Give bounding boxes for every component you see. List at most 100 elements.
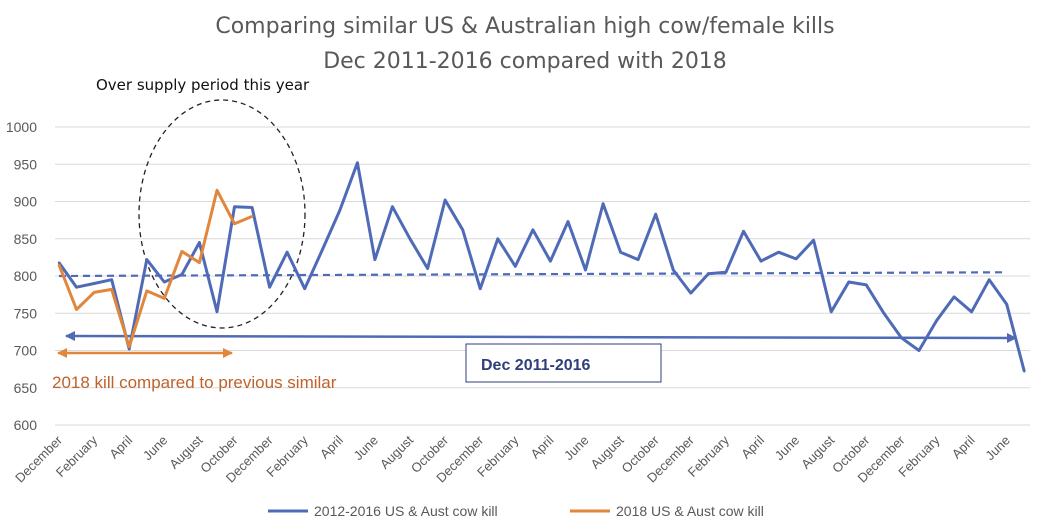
point-2018 <box>198 261 200 263</box>
point-2012-2016 <box>251 206 253 208</box>
point-2018 <box>93 291 95 293</box>
point-2012-2016 <box>690 292 692 294</box>
point-2018 <box>75 308 77 310</box>
point-2012-2016 <box>462 229 464 231</box>
y-tick-label: 600 <box>14 417 38 433</box>
point-2018 <box>233 223 235 225</box>
y-tick-label: 900 <box>14 194 38 210</box>
point-2012-2016 <box>426 267 428 269</box>
oversupply-annotation: Over supply period this year <box>96 76 310 94</box>
point-2012-2016 <box>163 281 165 283</box>
point-2012-2016 <box>655 213 657 215</box>
point-2012-2016 <box>268 286 270 288</box>
point-2012-2016 <box>935 320 937 322</box>
point-2012-2016 <box>111 279 113 281</box>
y-tick-label: 800 <box>14 268 38 284</box>
x-tick-label: April <box>106 432 135 461</box>
point-2012-2016 <box>812 239 814 241</box>
trend-line <box>59 272 1007 276</box>
point-2012-2016 <box>619 251 621 253</box>
y-tick-label: 1000 <box>6 119 37 135</box>
point-2012-2016 <box>742 230 744 232</box>
point-2012-2016 <box>479 288 481 290</box>
point-2012-2016 <box>374 258 376 260</box>
x-tick-label: April <box>949 432 978 461</box>
point-2012-2016 <box>672 269 674 271</box>
range-box-label: Dec 2011-2016 <box>481 357 591 374</box>
point-2018 <box>146 290 148 292</box>
x-tick-label: June <box>350 433 381 464</box>
kill-compare-annotation: 2018 kill compared to previous similar <box>52 373 337 392</box>
legend-label-2012-2016: 2012-2016 US & Aust cow kill <box>314 503 498 519</box>
legend-label-2018: 2018 US & Aust cow kill <box>616 503 764 519</box>
point-2018 <box>58 264 60 266</box>
point-2012-2016 <box>409 238 411 240</box>
point-2018 <box>128 346 130 348</box>
chart-subtitle: Dec 2011-2016 compared with 2018 <box>323 49 727 74</box>
chart-title: Comparing similar US & Australian high c… <box>215 14 834 39</box>
x-tick-label: June <box>772 433 803 464</box>
point-2012-2016 <box>286 251 288 253</box>
point-2012-2016 <box>146 258 148 260</box>
point-2012-2016 <box>584 269 586 271</box>
point-2012-2016 <box>339 209 341 211</box>
point-2018 <box>216 189 218 191</box>
point-2012-2016 <box>1006 303 1008 305</box>
point-2012-2016 <box>391 206 393 208</box>
point-2012-2016 <box>1023 370 1025 372</box>
point-2012-2016 <box>988 279 990 281</box>
chart-canvas: Comparing similar US & Australian high c… <box>0 0 1049 532</box>
series-line-2012-2016 <box>59 163 1024 372</box>
point-2012-2016 <box>602 203 604 205</box>
y-tick-label: 650 <box>14 380 38 396</box>
point-2012-2016 <box>567 220 569 222</box>
point-2018 <box>251 215 253 217</box>
point-2012-2016 <box>216 311 218 313</box>
point-2018 <box>111 288 113 290</box>
point-2012-2016 <box>795 258 797 260</box>
point-2012-2016 <box>848 281 850 283</box>
point-2012-2016 <box>760 260 762 262</box>
point-2012-2016 <box>532 229 534 231</box>
point-2012-2016 <box>233 206 235 208</box>
y-tick-label: 700 <box>14 343 38 359</box>
point-2012-2016 <box>970 311 972 313</box>
point-2012-2016 <box>321 249 323 251</box>
point-2012-2016 <box>918 349 920 351</box>
point-2012-2016 <box>75 286 77 288</box>
legend: 2012-2016 US & Aust cow kill 2018 US & A… <box>268 503 764 519</box>
y-axis-ticks: 600 650 700 750 800 850 900 950 1000 <box>6 119 37 433</box>
point-2012-2016 <box>953 296 955 298</box>
point-2012-2016 <box>549 260 551 262</box>
point-2012-2016 <box>128 348 130 350</box>
x-tick-label: June <box>561 433 592 464</box>
point-2012-2016 <box>830 311 832 313</box>
point-2012-2016 <box>181 273 183 275</box>
point-2012-2016 <box>865 284 867 286</box>
point-2012-2016 <box>58 261 60 263</box>
y-tick-label: 850 <box>14 231 38 247</box>
x-tick-label: June <box>140 433 171 464</box>
point-2012-2016 <box>777 251 779 253</box>
point-2018 <box>163 297 165 299</box>
y-tick-label: 950 <box>14 156 38 172</box>
x-tick-label: April <box>528 432 557 461</box>
point-2012-2016 <box>707 273 709 275</box>
point-2012-2016 <box>356 162 358 164</box>
point-2012-2016 <box>883 312 885 314</box>
point-2012-2016 <box>198 241 200 243</box>
point-2012-2016 <box>304 288 306 290</box>
point-2012-2016 <box>514 265 516 267</box>
point-2012-2016 <box>637 258 639 260</box>
point-2018 <box>181 250 183 252</box>
point-2012-2016 <box>900 337 902 339</box>
x-tick-label: December <box>12 432 65 485</box>
oversupply-ellipse <box>139 100 305 328</box>
point-2012-2016 <box>725 271 727 273</box>
x-tick-label: April <box>317 432 346 461</box>
point-2012-2016 <box>93 282 95 284</box>
point-2012-2016 <box>444 199 446 201</box>
y-tick-label: 750 <box>14 305 38 321</box>
range-arrow-blue <box>66 336 1016 338</box>
